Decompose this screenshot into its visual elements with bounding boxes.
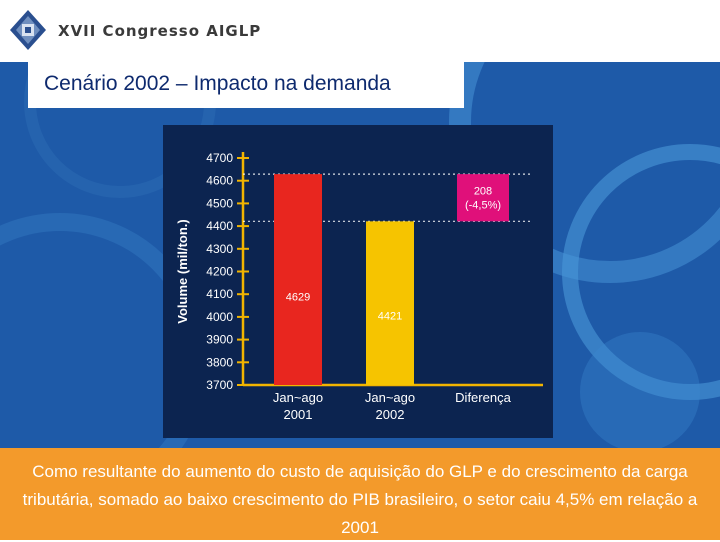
congress-title: XVII Congresso AIGLP	[58, 22, 262, 40]
caption-text: Como resultante do aumento do custo de a…	[22, 462, 698, 537]
x-tick-label: 2001	[284, 407, 313, 422]
y-tick-label: 4200	[206, 265, 233, 279]
bar	[274, 174, 322, 385]
x-tick-label: 2002	[376, 407, 405, 422]
slide-title: Cenário 2002 – Impacto na demanda	[44, 72, 391, 95]
y-tick-label: 3900	[206, 333, 233, 347]
bar-value-label: 4629	[286, 292, 310, 304]
y-tick-label: 4000	[206, 310, 233, 324]
y-tick-label: 4300	[206, 242, 233, 256]
x-tick-label: Jan~ago	[273, 390, 323, 405]
difference-value-label: 208	[474, 186, 492, 198]
difference-box	[457, 174, 509, 222]
y-tick-label: 3700	[206, 378, 233, 392]
y-tick-label: 4400	[206, 219, 233, 233]
header-bar: XVII Congresso AIGLP	[0, 0, 720, 62]
x-tick-label: Diferença	[455, 390, 511, 405]
y-tick-label: 3800	[206, 355, 233, 369]
y-tick-label: 4600	[206, 174, 233, 188]
difference-percent-label: (-4,5%)	[465, 200, 501, 212]
title-bar	[28, 62, 464, 108]
bar	[366, 221, 414, 385]
chart-panel: 3700 3800 3900 4000 4100 4200 4300 4400 4500 4600…	[163, 125, 553, 438]
bar-value-label: 4421	[378, 311, 402, 323]
y-tick-label: 4500	[206, 196, 233, 210]
demand-bar-chart: 3700 3800 3900 4000 4100 4200 4300 4400 4500 4600…	[175, 151, 543, 422]
y-tick-label: 4700	[206, 151, 233, 165]
caption-box	[0, 448, 720, 540]
y-tick-label: 4100	[206, 287, 233, 301]
x-tick-label: Jan~ago	[365, 390, 415, 405]
aiglp-logo-icon	[10, 10, 46, 50]
y-axis-label: Volume (mil/ton.)	[175, 219, 190, 323]
